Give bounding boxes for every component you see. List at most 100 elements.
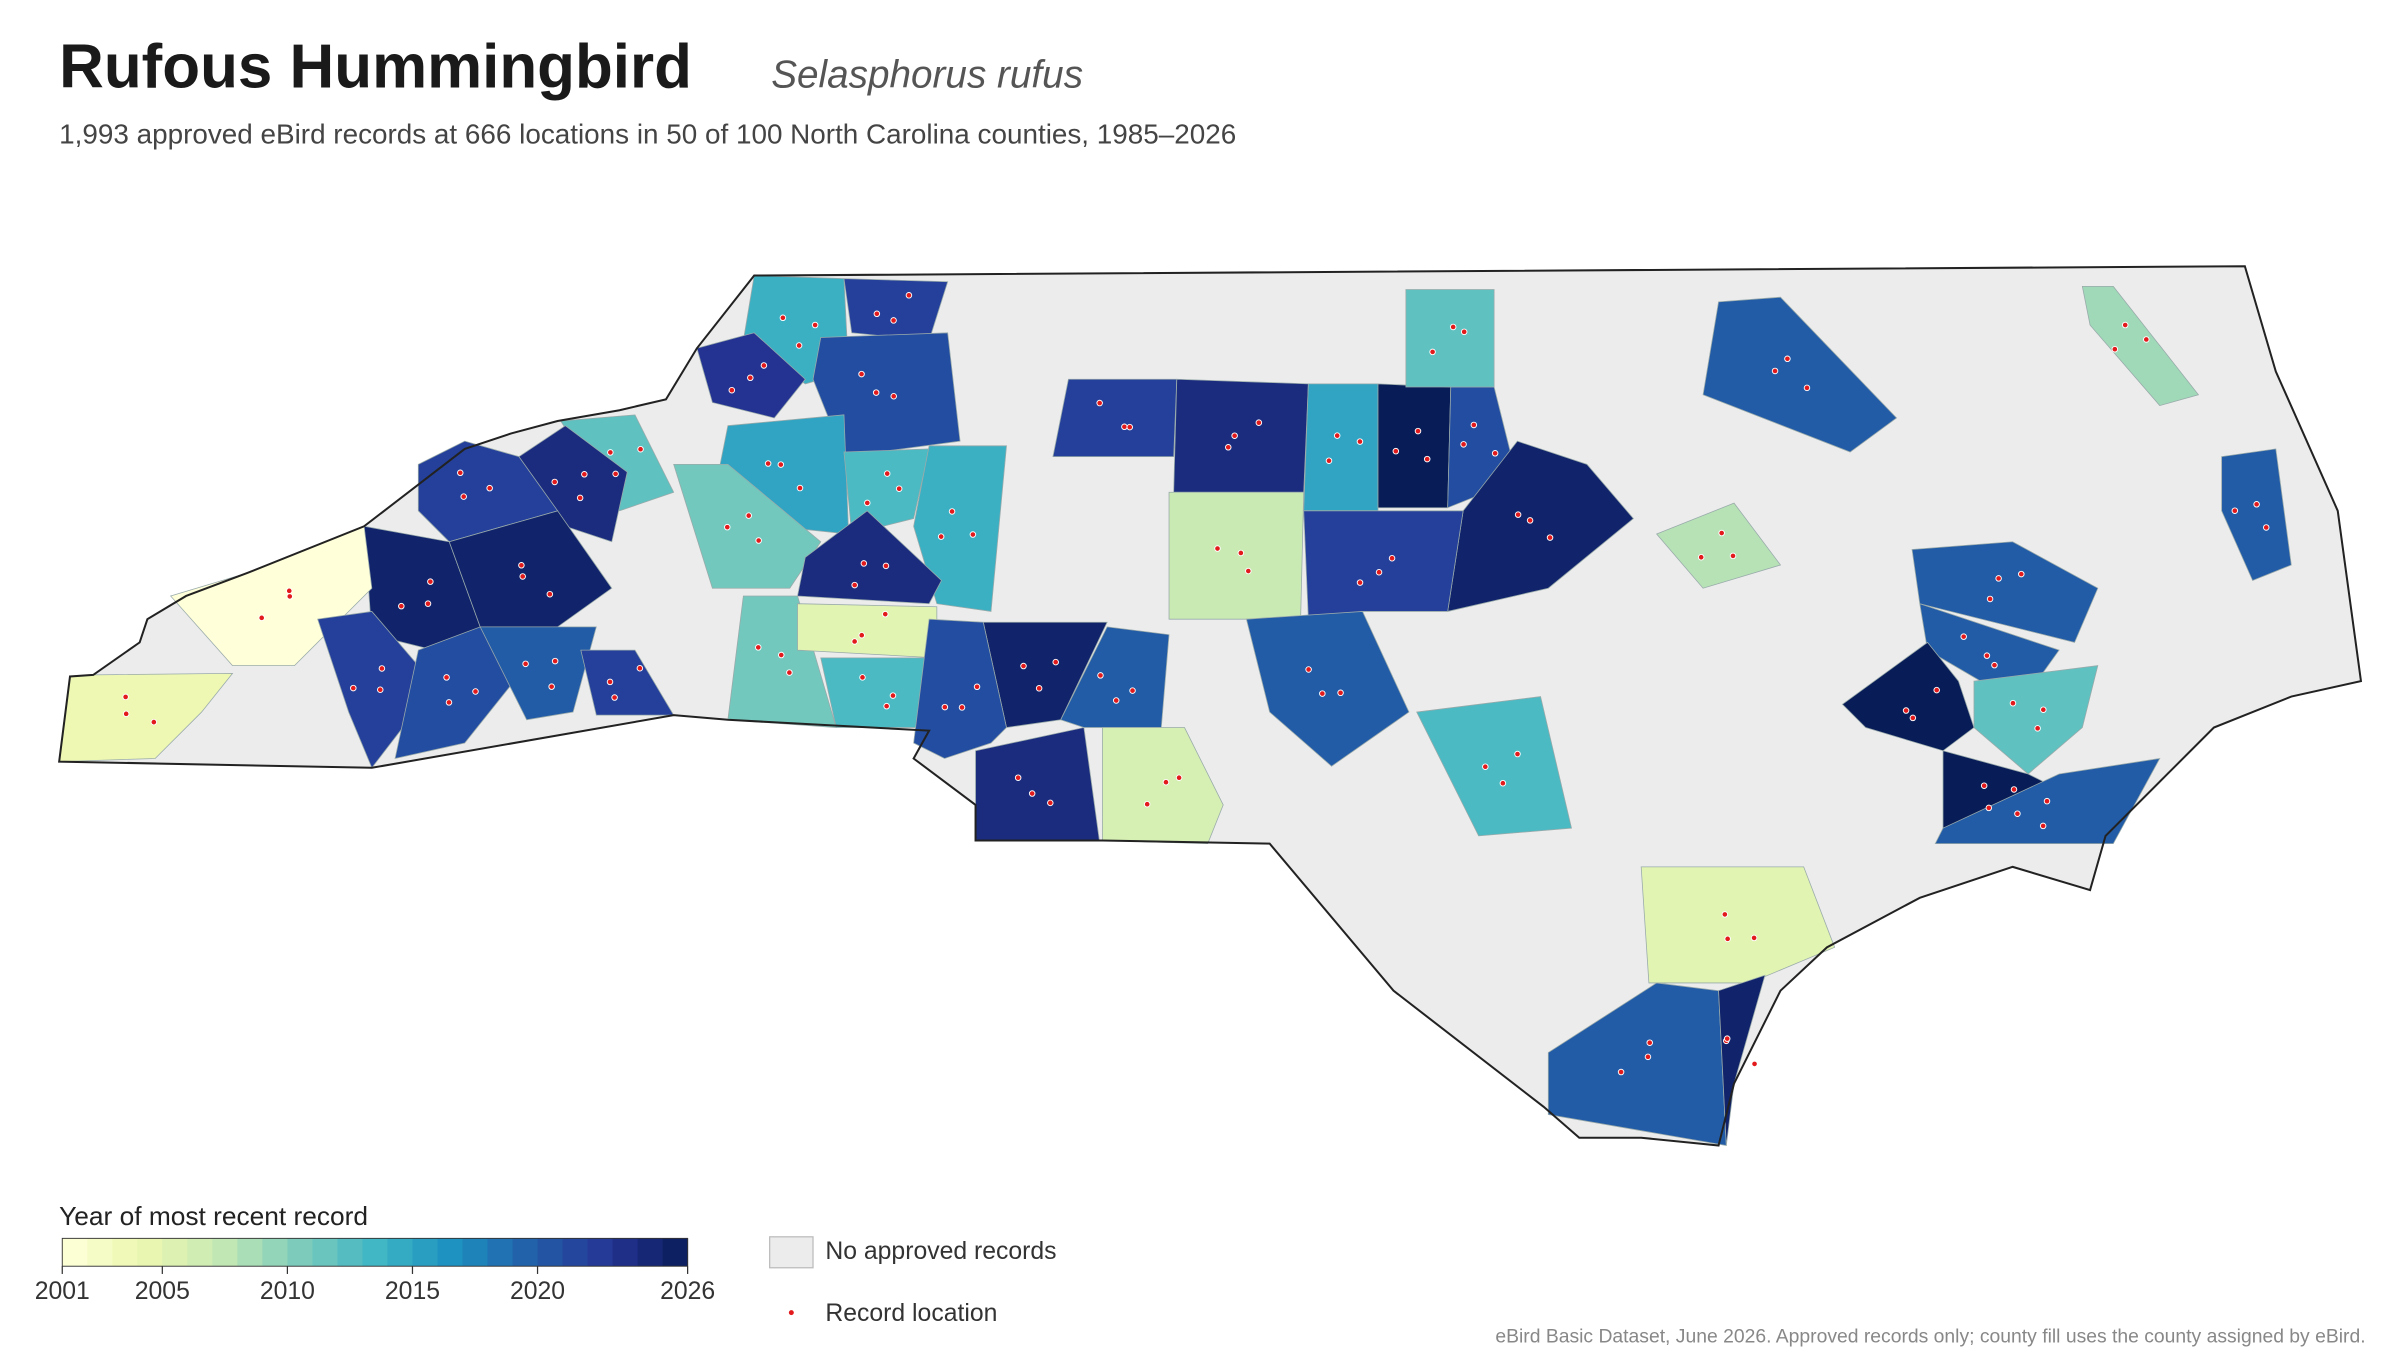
county [1102,727,1224,845]
record-dot [1646,1039,1653,1046]
record-dot [1491,450,1499,457]
record-dot [122,693,129,701]
title: Rufous Hummingbird [59,33,692,102]
county [913,445,1007,612]
colorbar-step [662,1238,689,1267]
colorbar-step [162,1238,188,1267]
record-dot [858,631,865,639]
record-dot [1723,1035,1731,1042]
subtitle: 1,993 approved eBird records at 666 loca… [59,119,1236,150]
record-dot [1237,549,1245,557]
colorbar-step [387,1238,413,1267]
record-dot [1902,707,1910,714]
county [1052,378,1178,458]
record-dot [2009,699,2017,707]
record-dot [777,461,785,468]
record-dot [728,386,736,394]
colorbar-step [637,1238,664,1267]
record-dot [2262,524,2270,531]
record-dot [445,699,453,706]
county [1973,665,2099,775]
record-dot [860,560,868,567]
record-dot [883,702,890,710]
record-dot [1460,328,1468,336]
colorbar-tick-label: 2020 [510,1278,565,1305]
colorbar-step [62,1238,88,1267]
record-dot [1985,804,1993,812]
record-dot [612,470,619,478]
record-dot [286,587,293,595]
record-dot [883,470,891,477]
state-map [58,265,2363,1147]
record-dot [858,370,865,378]
record-dot [1162,778,1170,786]
record-dot [1112,697,1120,704]
record-dot [895,485,903,492]
colorbar-step [112,1238,138,1267]
record-dot [973,683,981,691]
county [913,618,1007,759]
record-dot [1449,323,1457,331]
county [843,278,949,341]
record-dot [1991,661,1998,669]
county [1377,383,1452,509]
record-dot [1305,666,1312,673]
record-dot [1014,774,1022,781]
colorbar-step [437,1238,463,1267]
colorbar-frame [61,1237,689,1267]
colorbar-step [187,1238,213,1267]
record-dot [122,710,130,718]
record-dot [1020,662,1027,670]
record-dot [1499,779,1507,787]
record-dot [1337,689,1344,697]
record-dot [1325,457,1333,464]
record-dot [2034,725,2041,732]
colorbar-tick-label: 2010 [260,1278,315,1305]
record-dot [606,678,614,686]
no-data-label: No approved records [825,1238,1056,1265]
record-dot [2043,797,2051,805]
record-dot [1514,750,1521,758]
record-dot [1771,367,1779,375]
record-dot [760,362,768,369]
record-dot [873,310,881,318]
record-dot [1933,686,1940,694]
record-dot [1482,763,1489,770]
record-dot [1143,800,1151,808]
record-dot [1375,568,1383,576]
colorbar-step [337,1238,363,1267]
record-dot [1356,438,1364,445]
colorbar-step [262,1238,288,1267]
record-dot [755,644,762,651]
record-dot [2143,336,2150,343]
record-dot [1470,421,1478,429]
county [797,510,942,605]
record-dot [2010,786,2018,793]
record-dot [378,665,386,672]
county [812,332,961,458]
record-dot [1333,432,1341,439]
record-dot [1729,552,1737,560]
record-dot [576,494,584,502]
record-dot [522,660,529,668]
colorbar-tick-label: 2005 [135,1278,190,1305]
county [719,414,850,535]
record-dot [1546,534,1554,541]
colorbar-step [587,1238,614,1267]
record-dot [611,694,618,701]
county [479,626,597,721]
record-dot [286,593,294,600]
colorbar-step [462,1238,488,1267]
record-dot [724,523,731,531]
colorbar-tick-label: 2026 [660,1278,715,1305]
record-dot [1035,685,1043,692]
record-dot [755,537,762,544]
scientific-name: Selasphorus rufus [771,54,1083,97]
record-dot [1096,399,1103,407]
no-data-swatch [769,1236,814,1269]
colorbar-tick-label: 2001 [35,1278,90,1305]
colorbar-step [562,1238,589,1267]
record-dot [889,692,897,699]
colorbar: 2001 2005 2010 2015 2020 2026 [35,1237,715,1305]
record-dot [2018,570,2025,578]
